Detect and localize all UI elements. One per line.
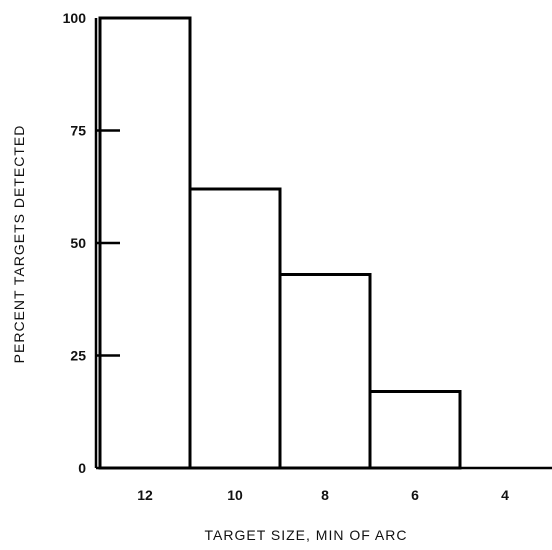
bar-8: [278, 273, 372, 470]
x-tick-label: 10: [227, 487, 243, 503]
y-axis-title: PERCENT TARGETS DETECTED: [11, 125, 27, 364]
y-tick-label: 25: [70, 348, 86, 364]
bar-6: [368, 390, 462, 470]
x-tick-label: 8: [321, 487, 329, 503]
y-tick-label: 75: [70, 123, 86, 139]
x-tick-labels-group: 12 10 8 6 4: [137, 487, 509, 503]
y-tick-label: 100: [63, 10, 87, 26]
x-tick-label: 12: [137, 487, 153, 503]
bar-10: [188, 187, 282, 470]
y-ticks-group: 0 25 50 75 100: [63, 10, 120, 476]
y-tick-label: 0: [78, 460, 86, 476]
x-tick-label: 6: [411, 487, 419, 503]
x-tick-label: 4: [501, 487, 509, 503]
x-axis-title: TARGET SIZE, MIN OF ARC: [205, 527, 408, 543]
y-tick-label: 50: [70, 235, 86, 251]
bars-group: [98, 16, 462, 470]
